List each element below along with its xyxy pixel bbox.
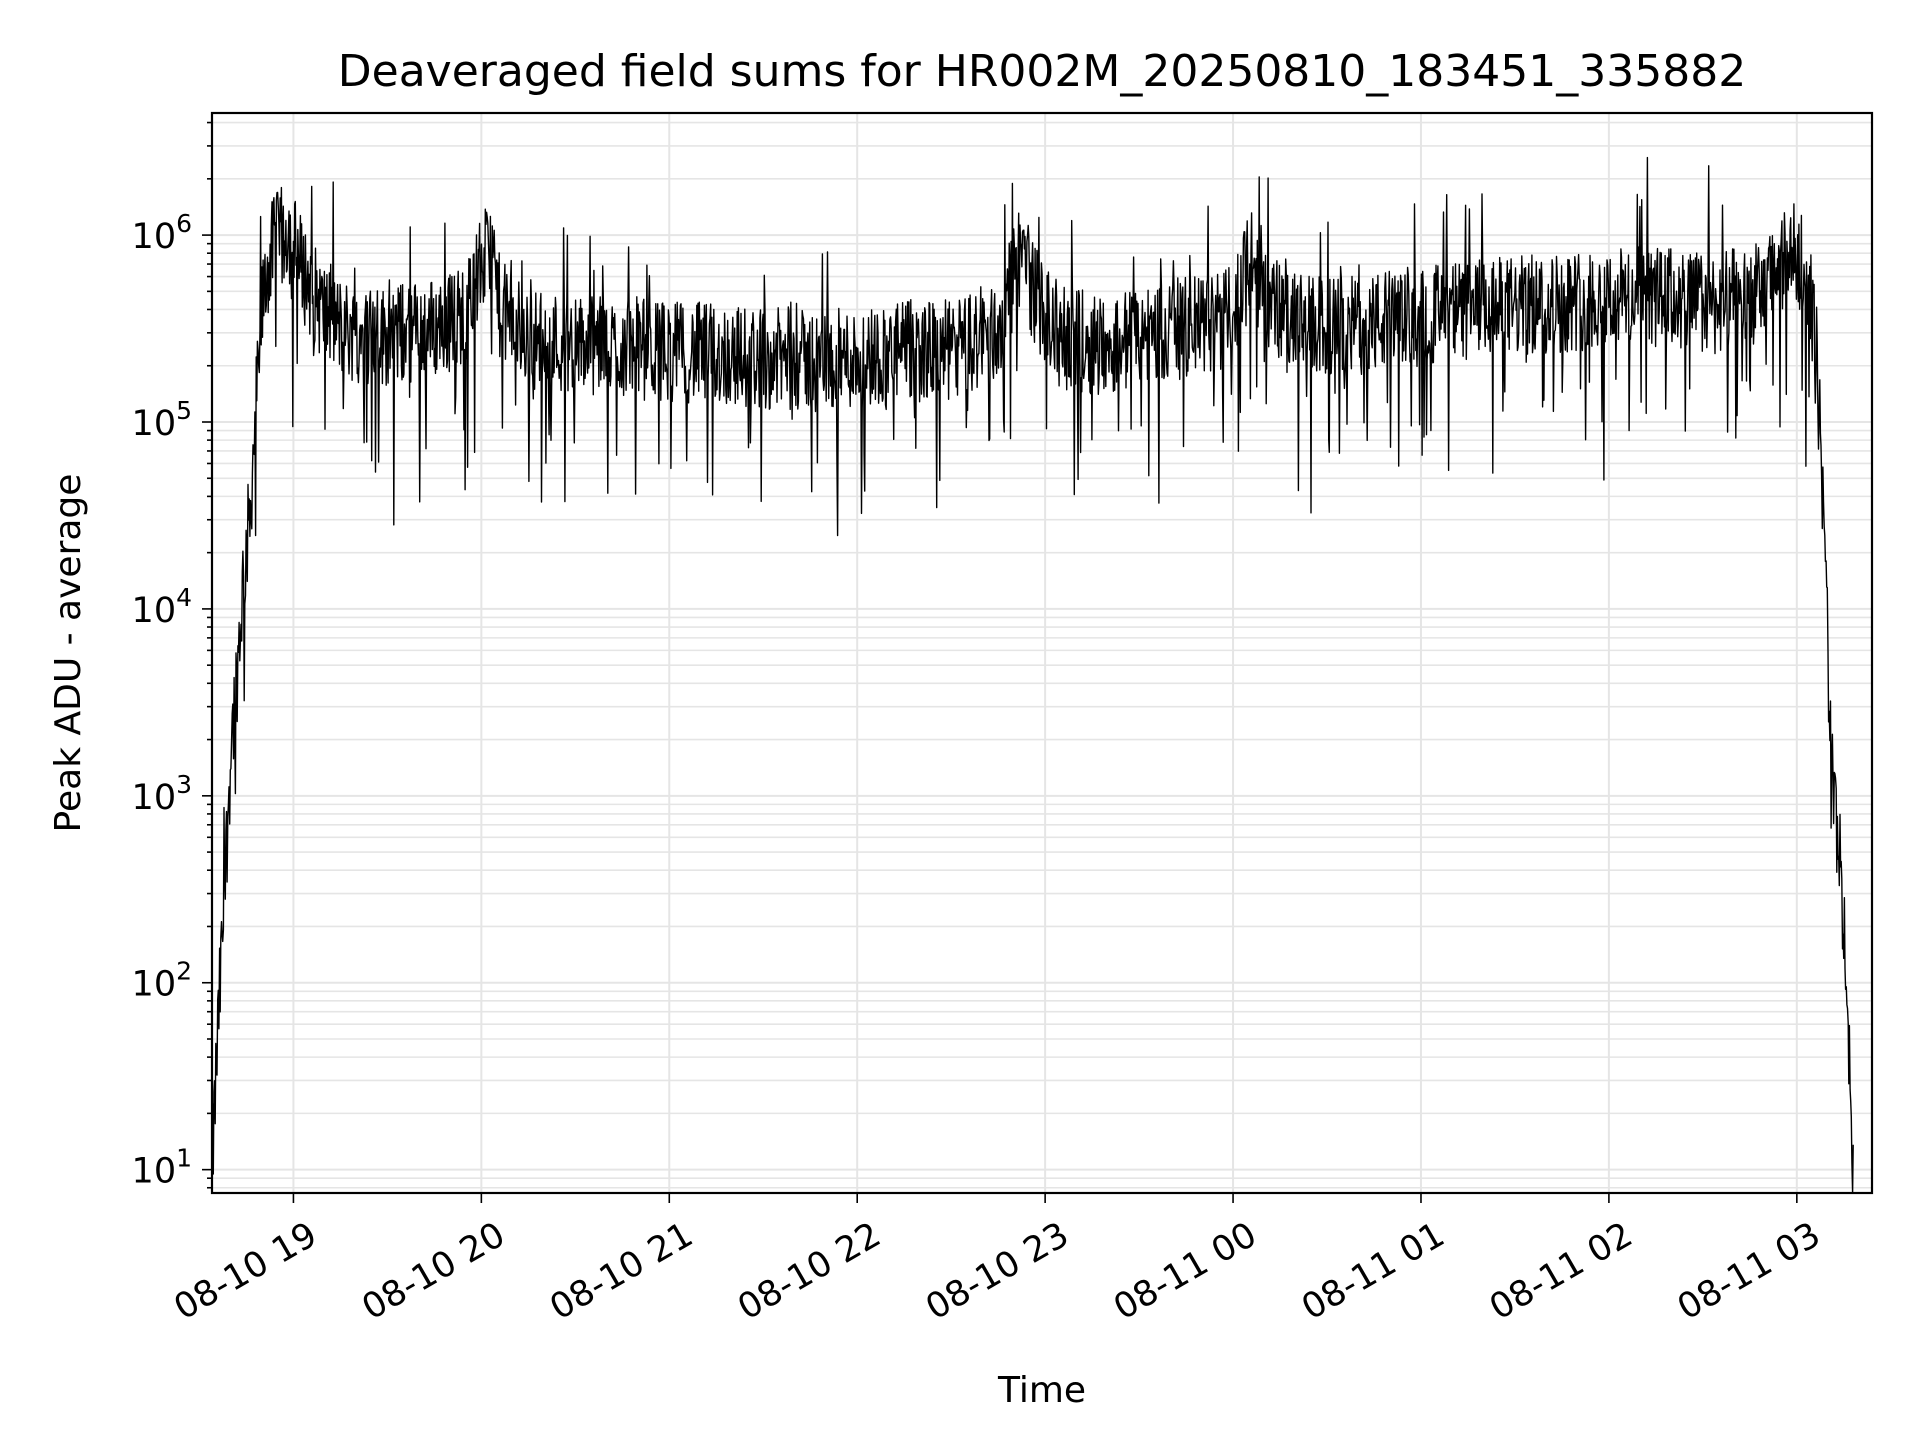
y-tick-base: 10 [132,965,177,1005]
y-tick-exponent: 4 [176,583,192,612]
y-tick-exponent: 3 [176,770,192,799]
y-tick-label: 104 [132,583,192,631]
y-tick-base: 10 [132,217,177,257]
y-tick-base: 10 [132,1152,177,1192]
series-line [211,156,1854,1194]
y-tick-label: 102 [132,957,192,1005]
y-tick-base: 10 [132,404,177,444]
y-tick-label: 105 [132,396,192,444]
chart-title: Deaveraged field sums for HR002M_2025081… [338,46,1746,97]
x-axis-label: Time [997,1370,1086,1411]
y-tick-label: 106 [132,209,192,257]
y-tick-exponent: 2 [176,957,192,986]
y-tick-base: 10 [132,591,177,631]
y-tick-base: 10 [132,778,177,818]
plot-area [211,156,1854,1194]
y-tick-exponent: 5 [176,396,192,425]
y-axis-label: Peak ADU - average [48,474,89,833]
plot-frame [210,111,1874,1195]
y-tick-exponent: 6 [176,209,192,238]
y-tick-label: 103 [132,770,192,818]
y-tick-label: 101 [132,1144,192,1192]
y-tick-exponent: 1 [176,1144,192,1173]
